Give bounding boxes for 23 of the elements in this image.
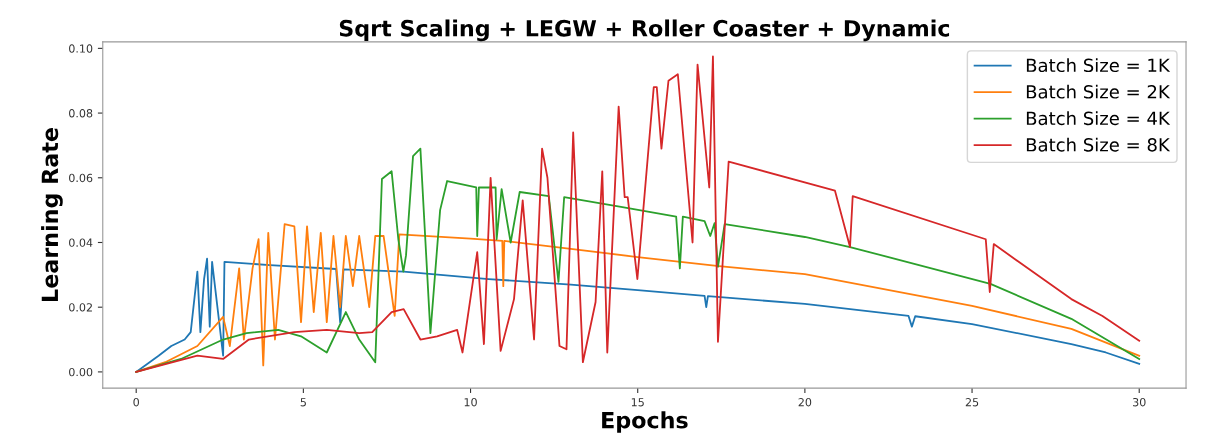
y-tick-label: 0.02 [69, 303, 92, 312]
y-tick-label: 0.10 [69, 44, 93, 53]
legend-label: Batch Size = 4K [1026, 111, 1171, 126]
x-axis-title: Epochs [602, 411, 688, 433]
x-tick-label: 15 [631, 398, 644, 407]
chart-title: Sqrt Scaling + LEGW + Roller Coaster + Dynamic [339, 19, 950, 42]
x-tick-label: 20 [798, 398, 812, 407]
y-tick-label: 0.04 [69, 238, 93, 247]
line-series [135, 55, 1141, 373]
x-tick-label: 5 [300, 398, 306, 407]
y-tick-label: 0.06 [69, 173, 93, 183]
line-series [135, 257, 1141, 373]
legend-label: Batch Size = 1K [1026, 58, 1171, 73]
legend-label: Batch Size = 2K [1026, 84, 1171, 99]
legend-label: Batch Size = 8K [1026, 137, 1171, 152]
y-tick-label: 0.00 [69, 367, 93, 377]
x-tick-label: 30 [1133, 398, 1146, 407]
y-axis-title: Learning Rate [41, 128, 63, 301]
line-series [135, 223, 1141, 373]
x-tick-label: 25 [965, 398, 979, 407]
x-tick-label: 0 [133, 398, 139, 407]
x-tick-label: 10 [464, 398, 477, 407]
y-tick-label: 0.08 [69, 109, 93, 118]
